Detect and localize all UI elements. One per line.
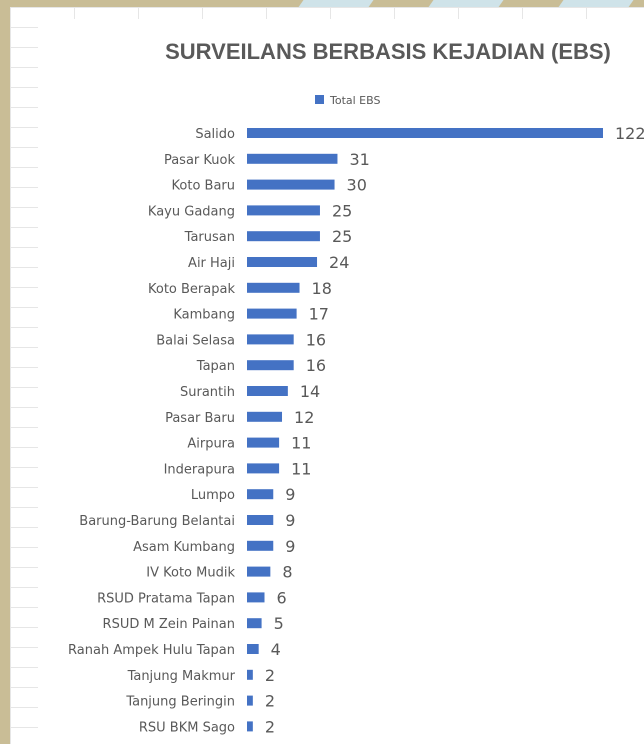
category-label: Balai Selasa	[156, 333, 235, 348]
data-label: 31	[349, 150, 369, 169]
category-label: RSU BKM Sago	[139, 720, 235, 735]
bar[interactable]	[247, 282, 300, 293]
data-label: 24	[329, 253, 349, 272]
data-label: 9	[285, 511, 295, 530]
data-label: 25	[332, 201, 352, 220]
category-label: Asam Kumbang	[133, 540, 235, 555]
category-label: Inderapura	[164, 462, 235, 477]
legend-swatch	[315, 95, 324, 104]
category-label: Lumpo	[191, 488, 235, 503]
data-label: 5	[274, 614, 284, 633]
category-label: RSUD Pratama Tapan	[97, 591, 235, 606]
bar[interactable]	[247, 205, 320, 216]
category-label: Koto Baru	[172, 179, 235, 194]
data-label: 14	[300, 382, 320, 401]
bar[interactable]	[247, 669, 253, 680]
category-label: Pasar Baru	[165, 411, 235, 426]
category-label: Kayu Gadang	[148, 204, 235, 219]
bar[interactable]	[247, 437, 280, 448]
spreadsheet-background: SURVEILANS BERBASIS KEJADIAN (EBS) Total…	[10, 7, 644, 744]
data-label: 11	[291, 434, 311, 453]
bar[interactable]	[247, 386, 288, 396]
bar[interactable]	[247, 644, 259, 654]
bar[interactable]	[247, 257, 318, 267]
bar[interactable]	[247, 721, 253, 732]
data-label: 17	[309, 305, 329, 324]
data-label: 9	[285, 537, 295, 556]
bar[interactable]	[247, 308, 297, 319]
bar-chart: SURVEILANS BERBASIS KEJADIAN (EBS) Total…	[68, 39, 644, 744]
data-label: 2	[265, 717, 275, 736]
category-label: Tapan	[196, 359, 235, 374]
data-label: 2	[265, 666, 275, 685]
bar[interactable]	[247, 128, 603, 138]
category-label: Salido	[195, 127, 235, 142]
bar[interactable]	[247, 695, 253, 706]
data-label: 12	[294, 408, 314, 427]
bar[interactable]	[247, 411, 283, 422]
bar[interactable]	[247, 463, 280, 474]
bar[interactable]	[247, 179, 335, 190]
category-label: Koto Berapak	[148, 282, 235, 297]
bar[interactable]	[247, 360, 294, 371]
category-label: IV Koto Mudik	[146, 566, 235, 581]
category-label: Ranah Ampek Hulu Tapan	[68, 643, 235, 658]
category-label: Tanjung Makmur	[127, 669, 236, 684]
bar[interactable]	[247, 618, 262, 629]
category-label: Tanjung Beringin	[125, 695, 235, 710]
bar[interactable]	[247, 592, 265, 603]
legend: Total EBS	[315, 94, 380, 107]
category-label: Kambang	[173, 308, 235, 323]
data-label: 122	[615, 124, 644, 143]
bar[interactable]	[247, 231, 320, 242]
bar[interactable]	[247, 153, 338, 164]
data-label: 4	[271, 640, 281, 659]
data-label: 11	[291, 459, 311, 478]
data-label: 2	[265, 692, 275, 711]
bar[interactable]	[247, 566, 271, 577]
data-label: 9	[285, 485, 295, 504]
chart-area[interactable]: SURVEILANS BERBASIS KEJADIAN (EBS) Total…	[38, 19, 644, 744]
data-label: 30	[347, 176, 367, 195]
category-label: Barung-Barung Belantai	[79, 514, 235, 529]
data-label: 8	[282, 563, 292, 582]
bar[interactable]	[247, 515, 274, 525]
data-label: 16	[306, 356, 326, 375]
bar[interactable]	[247, 540, 274, 551]
bar[interactable]	[247, 489, 274, 500]
data-label: 6	[277, 588, 287, 607]
data-label: 16	[306, 330, 326, 349]
legend-label: Total EBS	[329, 94, 380, 107]
data-label: 18	[312, 279, 332, 298]
bar[interactable]	[247, 334, 294, 345]
category-label: Tarusan	[184, 230, 235, 245]
category-label: Airpura	[187, 437, 235, 452]
data-label: 25	[332, 227, 352, 246]
category-label: Air Haji	[188, 256, 235, 271]
category-label: Surantih	[180, 385, 235, 400]
chart-title: SURVEILANS BERBASIS KEJADIAN (EBS)	[165, 39, 611, 64]
category-label: Pasar Kuok	[164, 153, 236, 168]
category-label: RSUD M Zein Painan	[103, 617, 235, 632]
